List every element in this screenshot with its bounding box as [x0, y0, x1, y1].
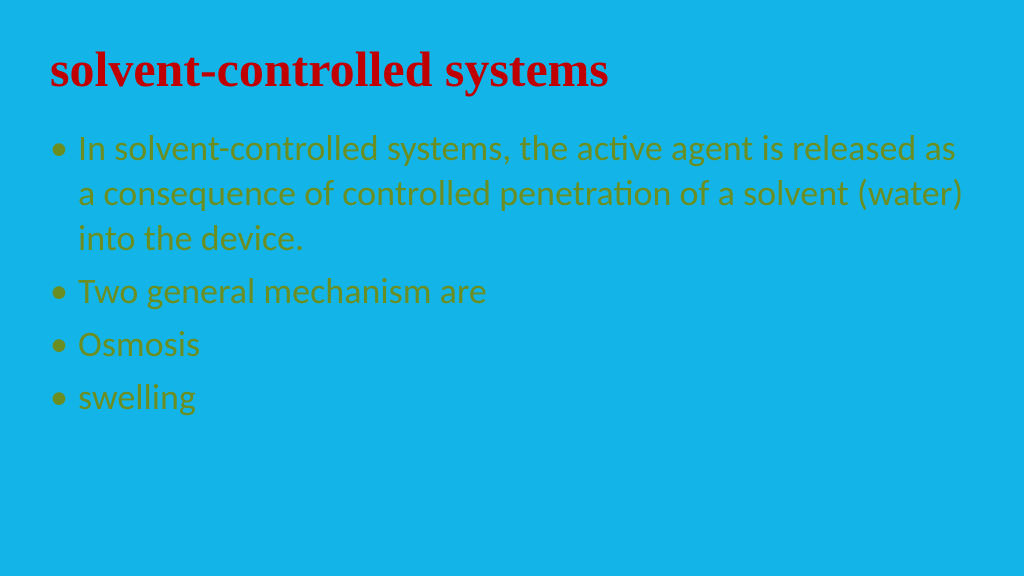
- bullet-text: In solvent-controlled systems, the activ…: [78, 126, 963, 260]
- list-item: swelling: [50, 375, 974, 420]
- list-item: Osmosis: [50, 322, 974, 367]
- bullet-text: Two general mechanism are: [78, 269, 487, 313]
- slide-title: solvent-controlled systems: [50, 40, 974, 98]
- bullet-list: In solvent-controlled systems, the activ…: [50, 126, 974, 420]
- list-item: Two general mechanism are: [50, 269, 974, 314]
- list-item: In solvent-controlled systems, the activ…: [50, 126, 974, 261]
- bullet-text: swelling: [78, 375, 196, 419]
- bullet-text: Osmosis: [78, 322, 200, 366]
